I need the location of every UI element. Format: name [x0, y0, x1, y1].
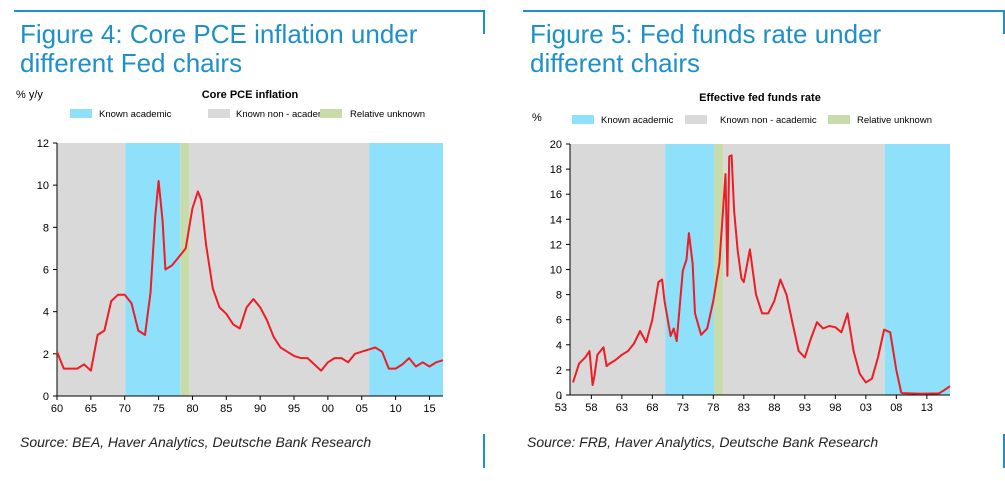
x-tick-label: 93 — [799, 402, 811, 414]
figure4-frame-bottom-side — [483, 434, 485, 468]
x-tick-label: 65 — [85, 403, 97, 415]
figure5-title: Figure 5: Fed funds rate under different… — [530, 19, 882, 78]
x-tick-label: 68 — [646, 402, 658, 414]
figure5-frame-top — [523, 10, 1005, 12]
x-tick-label: 85 — [220, 403, 232, 415]
y-tick-label: 16 — [550, 189, 562, 201]
x-tick-label: 78 — [707, 402, 719, 414]
figure4-frame-side — [483, 10, 485, 34]
x-tick-label: 90 — [254, 403, 266, 415]
y-tick-label: 8 — [43, 222, 49, 234]
x-tick-label: 80 — [186, 403, 198, 415]
shading-band-known-non-academic — [57, 143, 126, 396]
x-tick-label: 10 — [389, 403, 401, 415]
chart-title: Effective fed funds rate — [699, 92, 821, 104]
y-tick-label: 14 — [550, 214, 562, 226]
x-tick-label: 08 — [890, 402, 902, 414]
x-tick-label: 63 — [616, 402, 628, 414]
y-tick-label: 12 — [37, 138, 49, 150]
legend-swatch-known-non-academic — [208, 109, 230, 118]
series-line — [56, 180, 444, 372]
shading-band-known-non-academic — [570, 144, 666, 395]
y-tick-label: 0 — [43, 391, 49, 403]
figure5-frame-side — [1003, 10, 1005, 34]
shading-band-known-academic — [665, 144, 714, 395]
x-tick-label: 53 — [555, 402, 567, 414]
shading-band-known-non-academic — [189, 143, 370, 396]
x-tick-label: 15 — [423, 403, 435, 415]
legend-swatch-known-non-academic — [685, 115, 707, 124]
figure4-chart: Core PCE inflation % y/y Known academic Kno… — [16, 89, 444, 415]
x-tick-label: 95 — [288, 403, 300, 415]
legend-swatch-relative-unknown — [828, 115, 850, 124]
figure4-source: Source: BEA, Haver Analytics, Deutsche B… — [20, 434, 372, 450]
y-tick-label: 4 — [556, 340, 562, 352]
x-tick-label: 70 — [119, 403, 131, 415]
shading-band-known-academic — [884, 144, 950, 395]
y-axis-label: % — [532, 112, 542, 124]
legend-label: Known non - academic — [720, 115, 817, 126]
legend-label: Known academic — [601, 115, 674, 126]
y-tick-label: 2 — [43, 349, 49, 361]
y-tick-label: 6 — [43, 265, 49, 277]
y-axis-label: % y/y — [16, 89, 43, 101]
y-tick-label: 18 — [550, 164, 562, 176]
series-line — [572, 154, 951, 395]
x-tick-label: 05 — [356, 403, 368, 415]
shading-band-relative-unknown — [180, 143, 190, 396]
figure5-frame-bottom-side — [1003, 434, 1005, 468]
y-tick-label: 20 — [550, 139, 562, 151]
figure5-chart: Effective fed funds rate% Known academic K… — [532, 92, 951, 414]
y-tick-label: 0 — [556, 390, 562, 402]
x-tick-label: 75 — [152, 403, 164, 415]
legend-swatch-known-academic — [572, 115, 594, 124]
x-tick-label: 98 — [829, 402, 841, 414]
y-tick-label: 6 — [556, 315, 562, 327]
y-tick-label: 10 — [550, 265, 562, 277]
legend-label: Relative unknown — [350, 109, 425, 120]
x-tick-label: 58 — [585, 402, 597, 414]
shading-band-known-non-academic — [723, 144, 885, 395]
legend-label: Known academic — [99, 109, 172, 120]
figure4-title: Figure 4: Core PCE inflation under diffe… — [20, 19, 418, 78]
legend-swatch-relative-unknown — [320, 109, 342, 118]
x-tick-label: 60 — [51, 403, 63, 415]
shading-band-known-academic — [369, 143, 443, 396]
y-tick-label: 8 — [556, 290, 562, 302]
chart-title: Core PCE inflation — [202, 89, 299, 101]
x-tick-label: 03 — [860, 402, 872, 414]
x-tick-label: 88 — [768, 402, 780, 414]
y-tick-label: 10 — [37, 180, 49, 192]
x-tick-label: 83 — [738, 402, 750, 414]
x-tick-label: 00 — [322, 403, 334, 415]
figure5-source: Source: FRB, Haver Analytics, Deutsche B… — [527, 434, 879, 450]
y-tick-label: 12 — [550, 239, 562, 251]
y-tick-label: 4 — [43, 307, 49, 319]
figure4-frame-top — [14, 10, 485, 12]
legend-label: Known non - academic — [236, 109, 333, 120]
legend-label: Relative unknown — [857, 115, 932, 126]
y-tick-label: 2 — [556, 365, 562, 377]
legend-swatch-known-academic — [70, 109, 92, 118]
x-tick-label: 13 — [921, 402, 933, 414]
x-tick-label: 73 — [677, 402, 689, 414]
